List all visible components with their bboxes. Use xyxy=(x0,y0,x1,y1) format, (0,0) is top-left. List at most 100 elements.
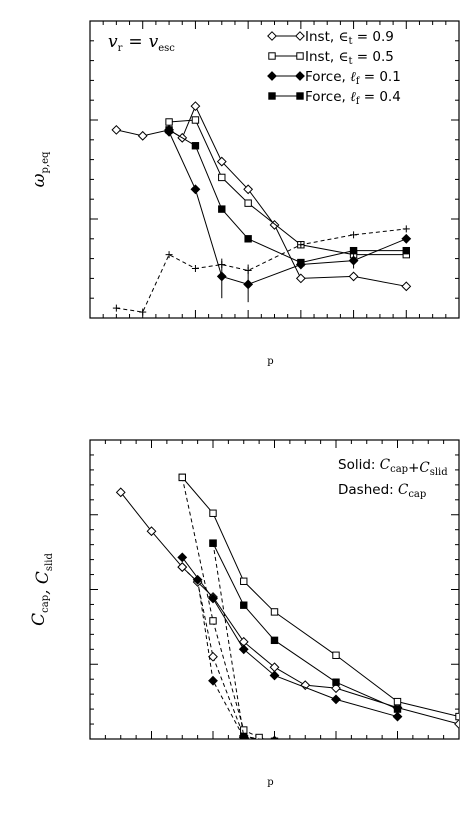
data-point xyxy=(137,130,148,141)
y-axis-label-part: C xyxy=(29,613,49,626)
legend-dashed-label: Dashed: xyxy=(338,482,398,498)
series-2 xyxy=(177,552,403,722)
data-point xyxy=(111,124,122,135)
data-point xyxy=(178,473,186,482)
y-axis-label-sub: slid xyxy=(44,553,55,572)
legend-solid-part: + xyxy=(408,460,419,476)
data-point xyxy=(393,697,402,706)
y-axis-label-group: ωp,eq xyxy=(29,151,51,187)
data-point xyxy=(240,726,248,734)
series-0 xyxy=(111,101,412,292)
legend-dashed-part: C xyxy=(398,482,409,498)
y-axis-label-part: , xyxy=(33,584,53,595)
data-point xyxy=(401,233,412,244)
legend-value: = 0.4 xyxy=(359,89,400,105)
data-point xyxy=(454,719,459,729)
data-point xyxy=(190,184,201,195)
legend-dashed-sub: cap xyxy=(408,489,426,500)
legend-marker-right xyxy=(296,52,304,60)
legend-param: ℓ xyxy=(350,69,356,85)
data-point xyxy=(255,733,263,739)
series-3 xyxy=(209,539,402,713)
data-point xyxy=(139,308,147,316)
data-point xyxy=(177,562,188,572)
legend-text: Inst, xyxy=(305,49,338,65)
data-point xyxy=(209,617,217,625)
legend-label: Force, ℓf = 0.4 xyxy=(305,89,401,107)
data-point xyxy=(243,184,254,195)
data-point xyxy=(297,258,305,267)
data-point xyxy=(300,680,311,691)
y-axis-label: ωp,eq xyxy=(29,151,51,187)
data-point xyxy=(115,487,126,498)
y-axis-label-sub: p,eq xyxy=(40,151,51,173)
data-point xyxy=(331,694,341,705)
series-line xyxy=(169,119,407,256)
subscript: p xyxy=(267,777,273,788)
data-point xyxy=(208,593,218,604)
series-line xyxy=(116,104,407,287)
data-point xyxy=(240,577,248,585)
y-axis-label-group: Ccap, Cslid xyxy=(29,553,55,626)
ann-rhs: v xyxy=(149,32,159,52)
series-3 xyxy=(165,126,410,267)
legend-text: Force, xyxy=(305,89,350,105)
series-4 xyxy=(177,562,265,739)
series-line xyxy=(181,566,260,739)
legend-entry: Inst, ∈t = 0.5 xyxy=(268,49,394,67)
legend-entry: Force, ℓf = 0.1 xyxy=(267,69,401,87)
legend-entry: Inst, ∈t = 0.9 xyxy=(267,29,394,47)
legend-param-sub: t xyxy=(348,56,352,67)
ann-lhs-sub: r xyxy=(118,43,123,54)
data-point xyxy=(332,678,340,686)
legend-marker-right xyxy=(295,71,305,81)
plot-frame xyxy=(89,20,460,319)
x-axis-label: p xyxy=(267,777,273,788)
data-point xyxy=(209,509,217,517)
legend-solid-sub: slid xyxy=(430,467,449,478)
series-line xyxy=(120,492,459,725)
legend-label: Inst, ∈t = 0.5 xyxy=(305,49,394,67)
data-point xyxy=(191,116,200,124)
data-point xyxy=(238,644,249,655)
legend-param: ℓ xyxy=(350,89,356,105)
legend-value: = 0.1 xyxy=(359,69,400,85)
legend-marker-left xyxy=(267,71,277,81)
data-point xyxy=(270,737,279,739)
data-point xyxy=(146,526,157,537)
data-point xyxy=(165,118,173,126)
series-4 xyxy=(112,225,410,316)
data-point xyxy=(297,241,305,249)
series-line xyxy=(168,129,407,264)
ann-lhs: v xyxy=(108,32,118,52)
legend-dashed: Dashed: Ccap xyxy=(338,482,426,500)
legend-label: Force, ℓf = 0.1 xyxy=(305,69,401,87)
series-0 xyxy=(115,487,459,729)
x-axis-label: p xyxy=(267,356,273,367)
data-point xyxy=(240,601,248,609)
data-point xyxy=(244,235,252,243)
legend-marker-right xyxy=(296,92,304,100)
data-point xyxy=(401,281,412,292)
legend-label: Inst, ∈t = 0.9 xyxy=(305,29,394,47)
ann-rhs-sub: esc xyxy=(158,43,175,54)
legend-entry: Force, ℓf = 0.4 xyxy=(268,89,401,107)
legend: Inst, ∈t = 0.9 Inst, ∈t = 0.5 Force, ℓf = … xyxy=(267,29,401,107)
legend-solid-part: C xyxy=(419,460,430,476)
legend-text: Inst, xyxy=(305,29,338,45)
legend-value: = 0.9 xyxy=(352,29,393,45)
data-point xyxy=(332,651,340,659)
legend-solid-part: C xyxy=(380,457,391,473)
legend-marker-left xyxy=(268,52,276,60)
legend-marker-right xyxy=(295,31,305,41)
subscript: p xyxy=(267,356,273,367)
series-line xyxy=(197,579,265,739)
data-point xyxy=(270,608,279,616)
data-point xyxy=(191,265,199,272)
data-point xyxy=(295,273,306,284)
legend-param: ∈ xyxy=(338,29,348,45)
legend-param-sub: t xyxy=(348,36,352,47)
